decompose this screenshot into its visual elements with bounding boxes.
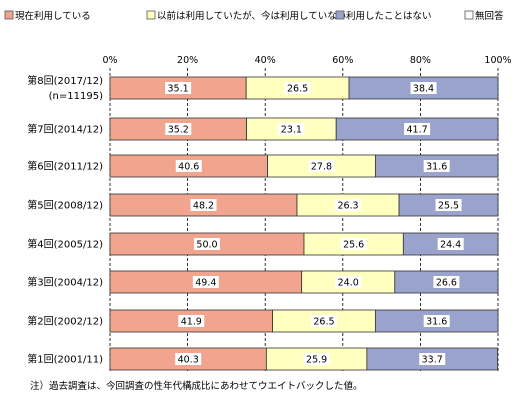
data-label-bg-row5-series3 [437, 238, 464, 250]
footnote: 注）過去調査は、今回調査の性年代構成比にあわせてウエイトバックした値。 [30, 380, 363, 392]
data-label-row6-series1: 49.4 [195, 278, 216, 289]
x-tick-label-3: 60% [332, 55, 353, 66]
x-tick-label-4: 80% [410, 55, 431, 66]
data-label-bg-row5-series1 [194, 238, 220, 250]
data-label-bg-row2-series3 [404, 123, 431, 135]
x-tick-label-2: 40% [255, 55, 276, 66]
legend-label-4: 無回答 [475, 10, 504, 22]
data-label-bg-row4-series3 [435, 199, 462, 211]
data-label-row8-series2: 25.9 [306, 355, 327, 366]
data-label-row7-series3: 31.6 [426, 317, 447, 328]
bars: 35.1 26.5 38.4 35.2 23.1 41.7 40.6 27.8 31.6 48.2… [109, 76, 499, 371]
data-label-row5-series1: 50.0 [196, 240, 217, 251]
legend-swatch-3 [335, 10, 345, 20]
data-label-row8-series1: 40.3 [178, 355, 199, 366]
data-label-bg-row4-series1 [190, 199, 217, 211]
category-labels: 第8回(2017/12) (n=11195) 第7回(2014/12) 第6回(201… [27, 74, 103, 366]
data-label-row1-series2: 26.5 [287, 84, 308, 95]
category-label-2: 第7回(2014/12) [27, 123, 103, 136]
x-tick-label-1: 20% [177, 55, 198, 66]
category-label-1-line1: 第8回(2017/12) [27, 74, 103, 87]
legend-label-3: 利用したことはない [346, 10, 432, 22]
data-label-bg-row8-series3 [419, 353, 446, 365]
data-label-row6-series2: 24.0 [338, 278, 359, 289]
x-tick-label-5: 100% [484, 55, 511, 66]
category-label-7: 第2回(2002/12) [27, 315, 103, 328]
data-label-row2-series1: 35.2 [168, 125, 189, 136]
data-label-bg-row8-series2 [303, 353, 330, 365]
data-label-row1-series3: 38.4 [413, 84, 434, 95]
data-label-bg-row1-series1 [165, 82, 192, 94]
data-label-bg-row5-series2 [340, 238, 367, 250]
data-label-row3-series3: 31.6 [426, 162, 447, 173]
data-label-bg-row8-series1 [175, 353, 202, 365]
data-label-row6-series3: 26.6 [436, 278, 457, 289]
data-label-row3-series2: 27.8 [311, 162, 332, 173]
legend-label-1: 現在利用している [15, 10, 91, 22]
data-label-bg-row1-series3 [410, 82, 437, 94]
legend-swatch-1 [4, 10, 14, 20]
data-label-bg-row7-series1 [178, 315, 205, 327]
data-label-bg-row6-series2 [335, 276, 362, 288]
data-label-bg-row6-series3 [433, 276, 460, 288]
x-tick-label-0: 0% [102, 55, 117, 66]
data-label-bg-row3-series2 [308, 160, 335, 172]
data-label-row8-series3: 33.7 [422, 355, 443, 366]
data-label-bg-row4-series2 [335, 199, 362, 211]
data-label-row7-series2: 26.5 [313, 317, 334, 328]
data-label-bg-row3-series3 [423, 160, 450, 172]
data-label-row5-series2: 25.6 [343, 240, 364, 251]
data-label-row2-series3: 41.7 [407, 125, 428, 136]
category-label-4: 第5回(2008/12) [27, 199, 103, 212]
data-label-row5-series3: 24.4 [440, 240, 461, 251]
category-label-5: 第4回(2005/12) [27, 238, 103, 251]
data-label-row7-series1: 41.9 [181, 317, 202, 328]
data-label-bg-row2-series1 [165, 123, 192, 135]
data-label-bg-row1-series2 [284, 82, 311, 94]
category-label-3: 第6回(2011/12) [27, 160, 103, 173]
x-axis-ticks: 0% 20% 40% 60% 80% 100% [102, 55, 511, 66]
data-label-row2-series2: 23.1 [281, 125, 302, 136]
legend-swatch-4 [464, 10, 474, 20]
data-label-row4-series1: 48.2 [193, 201, 214, 212]
data-label-bg-row6-series1 [192, 276, 219, 288]
data-label-row3-series1: 40.6 [178, 162, 199, 173]
data-label-bg-row7-series2 [310, 315, 337, 327]
data-label-bg-row3-series1 [175, 160, 202, 172]
data-label-bg-row2-series2 [278, 123, 305, 135]
data-label-row4-series2: 26.3 [337, 201, 358, 212]
category-label-6: 第3回(2004/12) [27, 276, 103, 289]
data-label-bg-row7-series3 [423, 315, 450, 327]
legend: 現在利用している 以前は利用していたが、今は利用していない 利用したことはない 無回答 [4, 10, 504, 22]
legend-swatch-2 [146, 10, 156, 20]
legend-label-2: 以前は利用していたが、今は利用していない [157, 10, 346, 22]
category-label-1-line2: (n=11195) [49, 91, 103, 102]
category-label-8: 第1回(2001/11) [27, 353, 103, 366]
data-label-row4-series3: 25.5 [438, 201, 459, 212]
data-label-row1-series1: 35.1 [168, 84, 189, 95]
